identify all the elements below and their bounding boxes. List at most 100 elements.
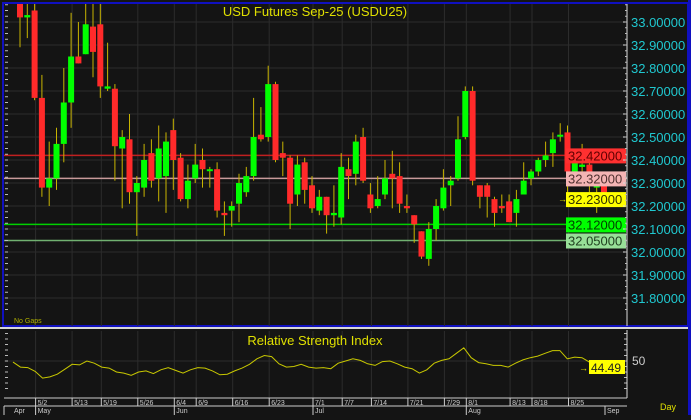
no-gaps-label: No Gaps [14,318,42,325]
candle [513,189,520,227]
candle-body-up [520,180,527,195]
candle-body-down [360,137,367,181]
candle-body-up [462,91,469,137]
day-tick-label: 6/9 [198,400,208,407]
candle [382,160,388,200]
price-tick-label: 32.40000 [631,153,685,168]
candle-body-up [316,196,323,211]
candle-body-up [294,164,301,195]
day-tick-label: 6/4 [176,400,186,407]
month-tick-label: Aug [468,408,481,415]
candle-body-up [352,141,359,174]
candle-body-down [396,176,403,204]
candle-body-up [455,139,461,179]
candle [352,134,359,186]
candle [338,153,345,225]
level-tag: 32.32000 [568,171,622,186]
candle [440,169,447,211]
day-tick-label: 7/21 [410,400,424,407]
price-levels [4,154,627,242]
candle-body-up [374,199,381,206]
level-tags: 32.42000 32.32000 32.12000 32.05000 32.23000 [566,148,626,249]
candle-body-down [345,169,352,177]
candle-body-down [309,185,315,209]
candle [250,97,257,181]
candle [31,4,38,101]
candle-body-up [338,166,345,218]
candle-body-down [257,134,264,140]
date-axis[interactable]: 5/2 5/13 5/19 5/26 6/4 6/9 6/16 6/23 7/1 7/7 7/14 7… [3,397,677,415]
candle-body-down [170,130,177,160]
candle-body-down [111,88,118,147]
candle [389,150,396,209]
candle [141,143,148,197]
candle [506,194,513,223]
candle [542,141,549,167]
candle-body-down [199,160,206,170]
candle [119,130,126,209]
candle-body-up [82,24,89,55]
candle [206,166,213,188]
candle [236,173,242,223]
candle-body-down [301,162,308,190]
last-price-arrow-icon: → [558,194,567,204]
candle [279,141,286,177]
candle [199,148,206,188]
candle-body-down [323,196,330,216]
candle [455,116,461,181]
candle-body-up [513,199,520,213]
level-tag-bg [566,171,626,187]
day-tick-label: 8/1 [468,400,478,407]
period-label[interactable]: Day [660,402,677,412]
candle [520,162,527,195]
price-tick-label: 32.00000 [631,245,685,260]
candle-body-up [163,141,169,177]
level-tag: 32.42000 [568,148,622,163]
candle [447,176,454,206]
candle [367,183,374,213]
candle [111,84,118,181]
day-tick-label: 5/2 [38,400,48,407]
price-tick-label: 32.20000 [631,199,685,214]
candle [243,166,250,197]
price-tick-label: 33.00000 [631,15,685,30]
price-tick-label: 32.70000 [631,84,685,99]
candle-body-up [557,134,564,137]
candle [214,162,221,218]
candle-body-up [265,84,272,137]
candle [557,123,564,142]
price-tick-label: 32.90000 [631,38,685,53]
candle [148,139,155,188]
candle-body-down [403,206,410,209]
rsi-last-arrow-icon: → [579,363,588,373]
candle [316,189,323,216]
candle [374,176,381,209]
candle-body-down [491,199,498,213]
last-price-tag-bg [566,192,626,208]
rsi-panel[interactable]: Relative Strength Index 50 → 44.49 [4,330,646,398]
candle-body-down [97,24,104,87]
candle [345,157,352,200]
price-tick-label: 32.80000 [631,61,685,76]
candle-body-up [535,160,542,172]
price-panel[interactable]: 32.42000 32.32000 32.12000 32.05000 32.23000… [2,2,689,327]
candle-body-down [177,157,184,200]
candle-body-up [433,206,440,229]
candle-body-down [367,194,374,209]
candle [425,222,432,266]
candle-body-down [214,169,221,211]
price-axis[interactable]: 33.00000 32.90000 32.80000 32.70000 32.60000… [5,4,685,310]
candle [163,132,169,213]
day-tick-label: 8/18 [534,400,548,407]
price-tick-label: 32.30000 [631,176,685,191]
day-tick-label: 8/13 [512,400,526,407]
candle-body-up [250,137,257,177]
candle [38,74,45,197]
candle [192,143,199,183]
candle [476,185,483,209]
month-ticks: Apr May Jun Jul Aug Sep [3,406,620,415]
day-tick-label: 7/29 [446,400,460,407]
level-tag-bg [566,148,626,164]
candle-body-up [579,164,586,167]
